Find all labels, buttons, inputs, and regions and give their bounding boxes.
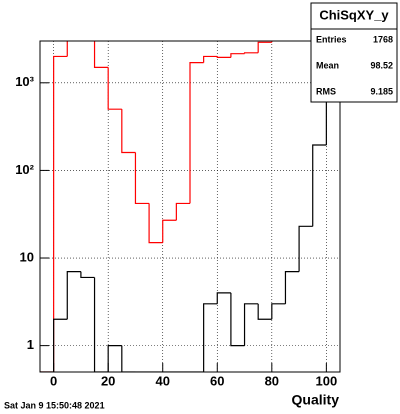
stats-label: Entries — [316, 34, 347, 44]
histogram-bin — [243, 303, 259, 346]
y-tick-label: 1 — [27, 337, 34, 352]
histogram-bin — [93, 277, 109, 372]
histogram-bin — [66, 270, 81, 320]
histogram-bin — [203, 303, 218, 372]
x-tick-label: 40 — [155, 373, 169, 388]
histogram-bin — [284, 270, 300, 304]
stats-label: Mean — [316, 60, 339, 70]
histogram-bin — [243, 52, 259, 54]
x-axis-label: Quality — [292, 392, 340, 408]
x-tick-label: 20 — [101, 373, 115, 388]
histogram-bin — [121, 109, 136, 154]
histogram-bin — [80, 271, 95, 279]
histogram-bin — [189, 62, 204, 204]
histogram-bin — [162, 219, 177, 243]
x-tick-label: 80 — [265, 373, 279, 388]
stats-frame — [310, 2, 398, 103]
axes: 0 20 40 60 80 100 1 10 10² 10³ — [15, 74, 337, 388]
histogram-bin — [175, 202, 190, 221]
histogram-bin — [53, 318, 68, 372]
histogram-bin — [257, 41, 272, 53]
x-tick-label: 0 — [50, 373, 57, 388]
histogram-bin — [53, 55, 68, 372]
stats-value: 9.185 — [370, 86, 393, 96]
stats-label: RMS — [316, 86, 336, 96]
stats-box: ChiSqXY_y Entries 1768 Mean 98.52 RMS 9.185 — [310, 2, 398, 103]
frame — [39, 40, 341, 373]
histogram-bin — [271, 303, 286, 320]
stats-value: 98.52 — [370, 60, 393, 70]
histogram-bin — [107, 67, 122, 110]
histogram-bin — [312, 144, 327, 227]
histogram-bin — [121, 345, 136, 372]
histogram-bin — [93, 41, 109, 68]
histogram-bin — [230, 53, 245, 58]
histogram-bin — [216, 56, 231, 58]
histogram-bin — [66, 41, 68, 57]
y-tick-label: 10² — [15, 162, 34, 177]
date: Sat Jan 9 15:50:48 2021 — [4, 400, 105, 410]
stats-title: ChiSqXY_y — [319, 7, 389, 22]
histogram-bin — [203, 55, 218, 63]
y-tick-label: 10³ — [15, 74, 34, 89]
histogram-bin — [298, 225, 313, 272]
histogram-bin — [257, 303, 272, 320]
histogram-bin — [230, 292, 245, 347]
x-tick-label: 100 — [316, 373, 338, 388]
y-tick-label: 10 — [20, 249, 34, 264]
histogram-bin — [134, 152, 150, 205]
histogram-bin — [216, 292, 231, 304]
stats-value: 1768 — [373, 34, 393, 44]
plot-area — [40, 41, 340, 372]
x-tick-label: 60 — [210, 373, 224, 388]
histogram-bin — [148, 203, 163, 244]
